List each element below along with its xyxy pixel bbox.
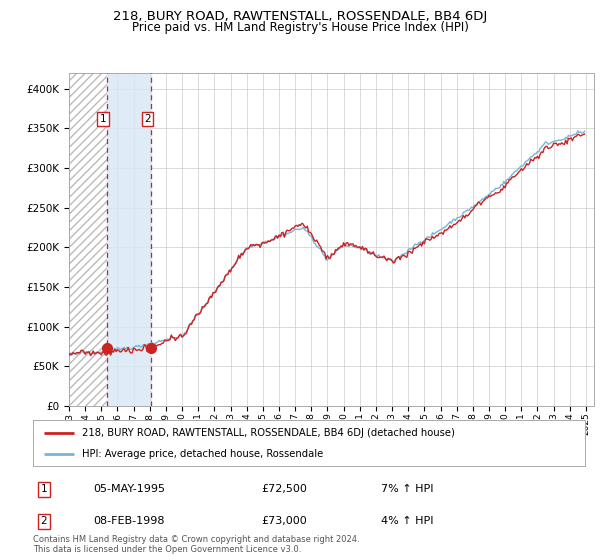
Text: 218, BURY ROAD, RAWTENSTALL, ROSSENDALE, BB4 6DJ (detached house): 218, BURY ROAD, RAWTENSTALL, ROSSENDALE,… [82, 428, 454, 438]
Text: 218, BURY ROAD, RAWTENSTALL, ROSSENDALE, BB4 6DJ: 218, BURY ROAD, RAWTENSTALL, ROSSENDALE,… [113, 10, 487, 22]
Bar [107, 73, 151, 406]
Text: £72,500: £72,500 [261, 484, 307, 494]
Text: 2: 2 [40, 516, 47, 526]
Text: 08-FEB-1998: 08-FEB-1998 [93, 516, 164, 526]
Text: 1: 1 [100, 114, 106, 124]
Text: 7% ↑ HPI: 7% ↑ HPI [381, 484, 433, 494]
Text: 1: 1 [40, 484, 47, 494]
Text: 2: 2 [144, 114, 151, 124]
Text: Price paid vs. HM Land Registry's House Price Index (HPI): Price paid vs. HM Land Registry's House … [131, 21, 469, 34]
Text: 4% ↑ HPI: 4% ↑ HPI [381, 516, 433, 526]
Text: 05-MAY-1995: 05-MAY-1995 [93, 484, 165, 494]
Text: Contains HM Land Registry data © Crown copyright and database right 2024.
This d: Contains HM Land Registry data © Crown c… [33, 535, 359, 554]
Text: HPI: Average price, detached house, Rossendale: HPI: Average price, detached house, Ross… [82, 450, 323, 459]
Text: £73,000: £73,000 [261, 516, 307, 526]
